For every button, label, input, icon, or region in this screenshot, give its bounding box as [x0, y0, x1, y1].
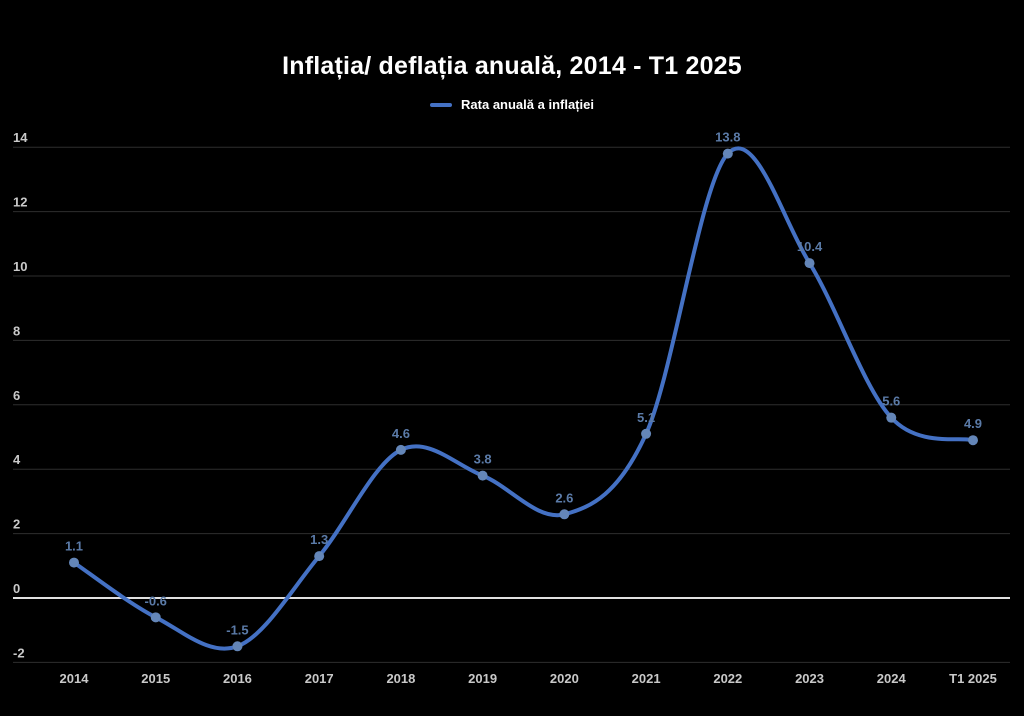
y-axis-tick-label: 6	[13, 388, 20, 403]
data-point-value-label: 2.6	[555, 490, 573, 505]
data-point[interactable]	[641, 428, 652, 439]
y-axis-tick-label: 10	[13, 259, 27, 274]
data-point-value-label: 1.3	[310, 532, 328, 547]
x-axis-tick-label: 2021	[632, 671, 661, 686]
data-point-value-label: 4.6	[392, 426, 410, 441]
x-axis-tick-label: 2016	[223, 671, 252, 686]
x-axis-tick-label: 2015	[141, 671, 170, 686]
data-point[interactable]	[232, 641, 243, 652]
data-point-value-label: -1.5	[226, 622, 248, 637]
data-point[interactable]	[69, 557, 79, 568]
x-axis-tick-label: T1 2025	[949, 671, 997, 686]
x-axis-tick-label: 2014	[60, 671, 90, 686]
legend[interactable]: Rata anuală a inflației	[0, 97, 1024, 112]
y-axis-tick-label: 0	[13, 581, 20, 596]
data-point[interactable]	[314, 551, 325, 562]
legend-label: Rata anuală a inflației	[461, 97, 594, 112]
y-axis-tick-label: 14	[13, 130, 28, 145]
data-point-value-label: 5.6	[882, 394, 900, 409]
y-axis-tick-label: 2	[13, 517, 20, 532]
x-axis-tick-label: 2020	[550, 671, 579, 686]
data-point-value-label: 10.4	[797, 239, 823, 254]
y-axis-tick-label: -2	[13, 645, 25, 660]
x-axis-tick-label: 2024	[877, 671, 907, 686]
legend-line-swatch-icon	[430, 102, 453, 107]
data-point-value-label: 3.8	[474, 452, 492, 467]
chart-title: Inflația/ deflația anuală, 2014 - T1 202…	[282, 52, 742, 80]
data-point[interactable]	[395, 444, 406, 455]
series-line	[72, 146, 975, 651]
data-point[interactable]	[886, 412, 897, 423]
data-point[interactable]	[150, 612, 161, 623]
data-point[interactable]	[968, 435, 978, 446]
data-point[interactable]	[722, 148, 733, 159]
data-point[interactable]	[804, 258, 815, 269]
data-point-value-label: 1.1	[65, 539, 83, 554]
x-axis-tick-label: 2023	[795, 671, 824, 686]
x-axis-tick-label: 2018	[386, 671, 415, 686]
x-axis-tick-label: 2019	[468, 671, 497, 686]
x-axis-tick-label: 2022	[713, 671, 742, 686]
data-point[interactable]	[477, 470, 488, 481]
data-point[interactable]	[559, 509, 570, 520]
data-point-value-label: 4.9	[964, 416, 982, 431]
y-axis-tick-label: 12	[13, 195, 27, 210]
data-point-value-label: 5.1	[637, 410, 655, 425]
data-point-value-label: -0.6	[145, 593, 167, 608]
data-point-value-label: 13.8	[715, 130, 740, 145]
y-axis-tick-label: 8	[13, 323, 20, 338]
x-axis-tick-label: 2017	[305, 671, 334, 686]
y-axis-tick-label: 4	[13, 452, 21, 467]
